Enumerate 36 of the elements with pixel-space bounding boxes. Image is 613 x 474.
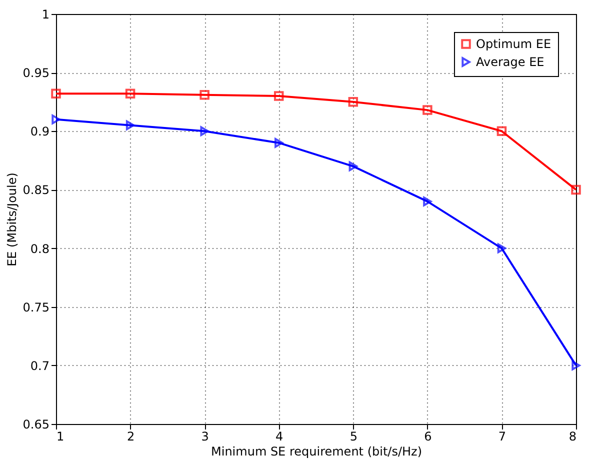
point (274, 91, 284, 101)
legend-label: Average EE (476, 55, 544, 69)
y-tick-label: 0.85 (22, 183, 50, 198)
y-tick-label: 0.9 (30, 124, 50, 139)
point (496, 126, 507, 136)
point (126, 120, 135, 130)
x-tick-label: 8 (568, 430, 576, 444)
y-tick-label: 0.7 (30, 358, 50, 373)
point (51, 88, 61, 99)
x-tick-label: 4 (276, 430, 284, 444)
y-tick-label: 0.65 (22, 418, 50, 432)
point (348, 161, 358, 172)
x-tick-label: 2 (126, 430, 135, 444)
point (571, 184, 581, 195)
y-axis-title: EE (Mbits/Joule) (4, 172, 19, 266)
point (422, 105, 432, 115)
x-tick-label: 1 (56, 430, 64, 444)
y-tick-label: 0.8 (30, 242, 50, 256)
x-axis-title: Minimum SE requirement (bit/s/Hz) (211, 444, 422, 458)
y-tick-label: 1 (42, 8, 50, 22)
point (572, 360, 580, 370)
point (200, 126, 209, 136)
x-tick-label: 6 (424, 430, 432, 444)
y-tick-label: 0.75 (22, 300, 50, 314)
legend-label: Optimum EE (476, 37, 552, 51)
point (423, 196, 432, 206)
x-tick-label: 3 (201, 430, 209, 444)
y-tick-label: 0.95 (22, 66, 50, 80)
point (52, 114, 60, 124)
point (274, 138, 284, 148)
x-tick-label: 7 (498, 430, 506, 444)
point (497, 243, 506, 254)
point (348, 96, 358, 107)
x-tick-label: 5 (350, 430, 358, 444)
point (200, 90, 210, 100)
point (125, 88, 136, 99)
